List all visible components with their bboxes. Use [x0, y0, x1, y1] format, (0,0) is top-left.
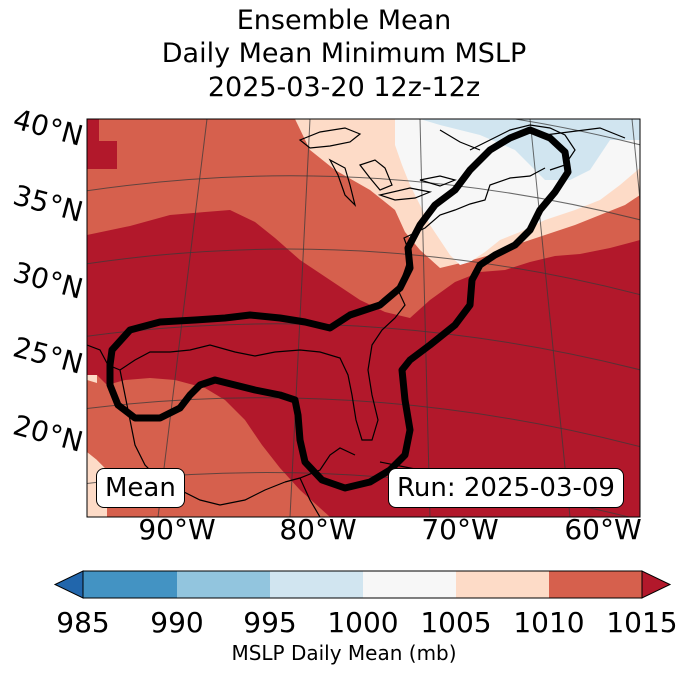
colorbar-tick-1000: 1000 — [327, 606, 399, 639]
run-date-box: Run: 2025-03-09 — [388, 468, 624, 508]
colorbar-1010-1015 — [549, 571, 642, 598]
title-line-3: 2025-03-20 12z-12z — [207, 72, 481, 103]
lon-label-60w: 60°W — [564, 513, 642, 546]
colorbar-tick-1015: 1015 — [606, 606, 678, 639]
colorbar-1000-1005 — [363, 571, 456, 598]
colorbar-tick-995: 995 — [243, 606, 297, 639]
colorbar-tick-1005: 1005 — [420, 606, 492, 639]
colorbar-over-arrow — [641, 570, 672, 599]
map-frame — [86, 118, 641, 518]
field-995-1000 — [420, 119, 640, 180]
lon-label-70w: 70°W — [421, 513, 499, 546]
colorbar — [53, 570, 672, 599]
colorbar-1005-1010 — [456, 571, 549, 598]
lon-label-80w: 80°W — [279, 513, 357, 546]
lon-label-90w: 90°W — [138, 513, 216, 546]
bold-outline — [106, 126, 572, 492]
field-over-1015 — [87, 210, 640, 517]
colorbar-985-990 — [83, 571, 177, 598]
colorbar-tick-985: 985 — [56, 606, 110, 639]
title-line-2: Daily Mean Minimum MSLP — [161, 38, 527, 69]
colorbar-tick-990: 990 — [150, 606, 204, 639]
colorbar-tick-1010: 1010 — [513, 606, 585, 639]
colorbar-under-arrow — [53, 570, 84, 599]
colorbar-995-1000 — [270, 571, 363, 598]
pressure-field — [87, 119, 640, 517]
colorbar-label: MSLP Daily Mean (mb) — [231, 641, 457, 665]
colorbar-990-995 — [177, 571, 270, 598]
title-line-1: Ensemble Mean — [236, 5, 452, 36]
mean-label-box: Mean — [96, 468, 185, 508]
